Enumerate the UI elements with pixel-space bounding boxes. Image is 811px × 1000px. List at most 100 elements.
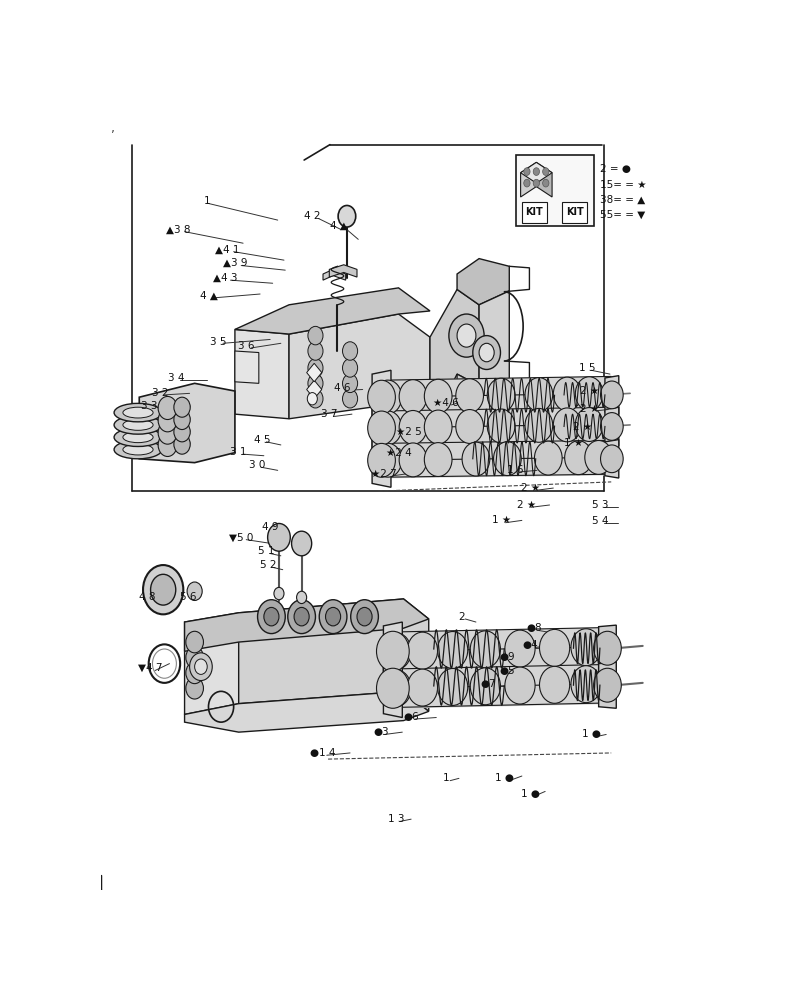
Text: ●1 4: ●1 4 [310, 748, 336, 758]
Text: 3 4: 3 4 [167, 373, 184, 383]
Circle shape [186, 662, 204, 684]
Text: 5 4: 5 4 [591, 516, 607, 526]
Circle shape [437, 668, 467, 705]
Text: 4 ▲: 4 ▲ [330, 221, 348, 231]
Circle shape [407, 669, 437, 706]
Circle shape [487, 409, 514, 443]
Circle shape [533, 179, 539, 187]
Text: 5 6: 5 6 [180, 592, 196, 602]
Circle shape [186, 631, 204, 653]
Polygon shape [323, 269, 345, 280]
Circle shape [174, 434, 190, 454]
Text: 1: 1 [204, 196, 210, 206]
Circle shape [376, 631, 409, 671]
Circle shape [455, 410, 483, 443]
Text: 5 2: 5 2 [260, 560, 277, 570]
Text: 38= = ▲: 38= = ▲ [599, 194, 645, 204]
Circle shape [504, 667, 534, 704]
Circle shape [307, 389, 323, 408]
Circle shape [600, 381, 622, 409]
Circle shape [257, 600, 285, 634]
Text: 1 ★: 1 ★ [563, 438, 582, 448]
Text: 55= = ▼: 55= = ▼ [599, 210, 645, 220]
Circle shape [186, 677, 204, 699]
Circle shape [367, 411, 395, 445]
Polygon shape [139, 383, 234, 463]
Polygon shape [520, 162, 536, 197]
Circle shape [575, 408, 603, 441]
Circle shape [342, 374, 357, 393]
Text: 4 6: 4 6 [333, 383, 350, 393]
Text: 4 9: 4 9 [262, 522, 278, 532]
Circle shape [150, 574, 175, 605]
Circle shape [174, 410, 190, 430]
Circle shape [534, 441, 561, 475]
Circle shape [399, 380, 427, 414]
Circle shape [374, 411, 401, 445]
Text: 4 8: 4 8 [139, 592, 155, 602]
Circle shape [376, 668, 409, 708]
Polygon shape [329, 265, 357, 277]
Circle shape [307, 359, 323, 377]
Text: 2: 2 [457, 612, 464, 622]
Text: 2 ★: 2 ★ [521, 483, 539, 493]
Text: ●9: ●9 [499, 652, 514, 662]
Circle shape [424, 379, 452, 413]
Polygon shape [383, 622, 401, 681]
Circle shape [407, 632, 437, 669]
Circle shape [542, 168, 548, 175]
Circle shape [539, 629, 569, 666]
Circle shape [350, 600, 378, 634]
Polygon shape [371, 401, 391, 455]
Polygon shape [184, 613, 238, 714]
Circle shape [472, 336, 500, 369]
Circle shape [325, 607, 341, 626]
Text: 4 2: 4 2 [303, 211, 320, 221]
Circle shape [268, 523, 290, 551]
Text: ★4 6: ★4 6 [433, 398, 459, 408]
Text: 1 6: 1 6 [507, 465, 523, 475]
Circle shape [367, 443, 395, 477]
Circle shape [307, 374, 323, 393]
Polygon shape [307, 363, 321, 382]
Text: 4 5: 4 5 [254, 435, 271, 445]
Circle shape [470, 631, 500, 668]
Circle shape [478, 343, 494, 362]
Text: 1 ●: 1 ● [581, 729, 600, 739]
Text: 1 ★: 1 ★ [491, 515, 510, 525]
Text: ▼4 7: ▼4 7 [138, 663, 163, 673]
Circle shape [264, 607, 279, 626]
Circle shape [296, 591, 307, 604]
Ellipse shape [114, 416, 161, 434]
Polygon shape [238, 599, 428, 711]
Text: 2 ★: 2 ★ [516, 500, 535, 510]
Circle shape [187, 582, 202, 600]
Circle shape [158, 409, 177, 432]
Ellipse shape [122, 420, 153, 430]
Circle shape [552, 408, 581, 442]
Circle shape [337, 205, 355, 227]
Circle shape [273, 587, 284, 600]
Polygon shape [430, 289, 478, 428]
Circle shape [367, 380, 395, 414]
Polygon shape [371, 370, 391, 424]
Text: ▲3 8: ▲3 8 [165, 224, 191, 234]
Polygon shape [383, 659, 401, 718]
Text: ★2 7: ★2 7 [370, 469, 396, 479]
Circle shape [424, 443, 452, 476]
Polygon shape [307, 380, 321, 399]
Polygon shape [234, 288, 430, 334]
Text: ●7: ●7 [480, 679, 496, 689]
Polygon shape [234, 351, 259, 383]
Text: ★2 4: ★2 4 [385, 448, 411, 458]
Circle shape [342, 342, 357, 360]
Circle shape [593, 668, 620, 702]
Text: 3 6: 3 6 [238, 341, 254, 351]
Circle shape [455, 379, 483, 413]
Circle shape [374, 443, 401, 477]
Circle shape [399, 443, 427, 477]
Circle shape [523, 179, 530, 187]
Circle shape [158, 433, 177, 456]
Circle shape [158, 396, 177, 420]
Ellipse shape [122, 407, 153, 418]
